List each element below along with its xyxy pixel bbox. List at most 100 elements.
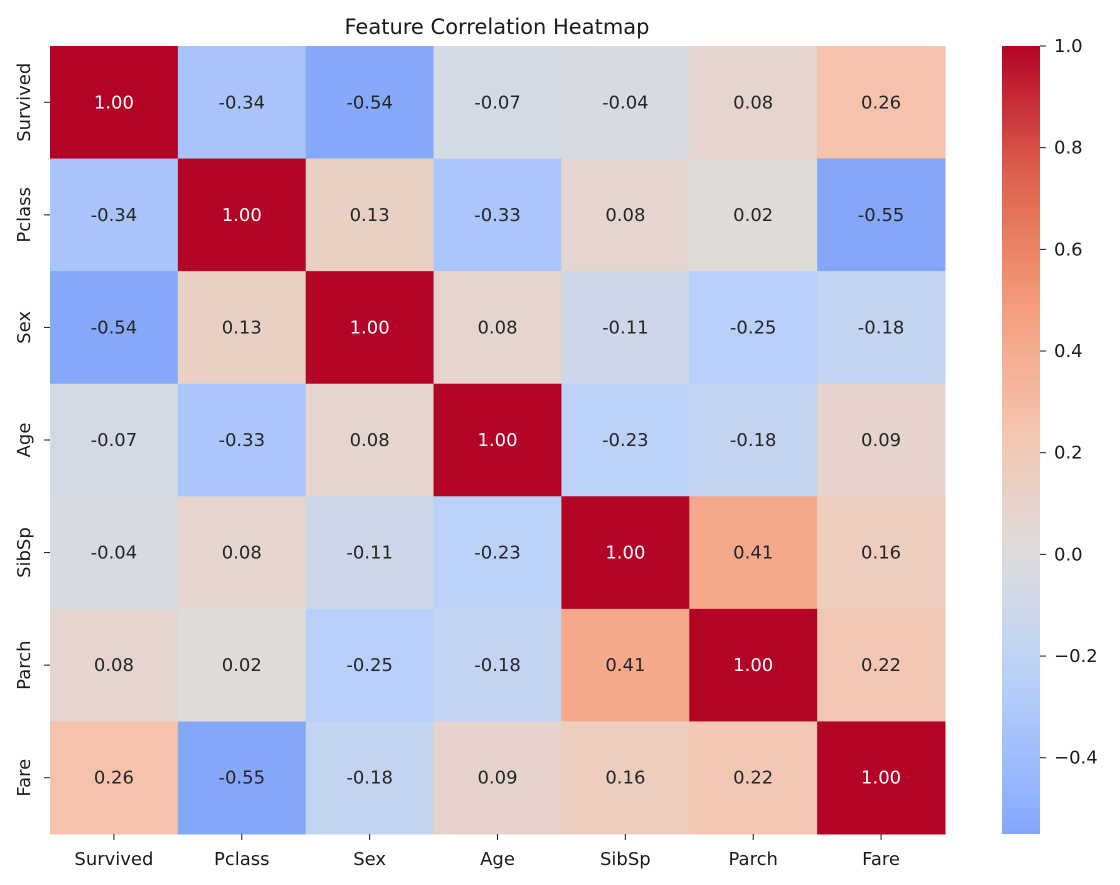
y-tick-label: SibSp	[14, 527, 35, 578]
heatmap-cell	[561, 608, 690, 722]
cell-value-label: -0.07	[474, 92, 521, 113]
cell-value-label: -0.54	[346, 92, 393, 113]
cell-value-label: -0.18	[346, 768, 393, 789]
cell-value-label: -0.25	[346, 655, 393, 676]
cell-value-label: 0.09	[477, 768, 517, 789]
cell-value-label: 0.08	[222, 543, 262, 564]
cell-value-label: -0.23	[474, 543, 521, 564]
cell-value-label: -0.11	[602, 317, 649, 338]
cell-value-label: 0.13	[350, 205, 390, 226]
cell-value-label: 1.00	[733, 655, 773, 676]
x-tick-label: Age	[480, 849, 515, 870]
cell-value-label: -0.18	[730, 430, 777, 451]
heatmap-cell	[177, 158, 307, 272]
cell-value-label: 0.08	[350, 430, 390, 451]
cell-value-label: 0.13	[222, 317, 262, 338]
cell-value-label: -0.55	[218, 768, 265, 789]
colorbar-tick-label: 0.0	[1054, 544, 1083, 565]
y-tick-label: Parch	[14, 640, 35, 689]
heatmap-cell	[817, 271, 946, 385]
cell-value-label: 0.26	[861, 92, 901, 113]
heatmap-cell-labels: 1.00 -0.34 -0.54 -0.07 -0.04 0.08 0.26 -0.34 1.0…	[91, 92, 905, 788]
cell-value-label: 1.00	[861, 768, 901, 789]
x-tick-label: Fare	[862, 849, 900, 870]
colorbar-tick-label: −0.4	[1054, 748, 1098, 769]
cell-value-label: -0.18	[474, 655, 521, 676]
cell-value-label: -0.07	[91, 430, 138, 451]
heatmap-cell	[305, 158, 435, 272]
heatmap-cell	[433, 496, 562, 610]
cell-value-label: 0.16	[605, 768, 645, 789]
colorbar-tick-label: 1.0	[1054, 36, 1083, 57]
heatmap-cell	[817, 496, 946, 610]
cell-value-label: 0.09	[861, 430, 901, 451]
heatmap-cell	[817, 46, 946, 160]
colorbar-tick-label: 0.8	[1054, 138, 1083, 159]
cell-value-label: 0.26	[94, 768, 134, 789]
heatmap-cell	[50, 271, 179, 385]
heatmap-cell	[50, 721, 179, 835]
cell-value-label: -0.34	[218, 92, 265, 113]
x-tick-label: SibSp	[600, 849, 651, 870]
heatmap-cell	[561, 496, 690, 610]
cell-value-label: 1.00	[605, 543, 645, 564]
heatmap-cell	[817, 383, 946, 497]
heatmap-cell	[433, 721, 562, 835]
heatmap-cell	[689, 383, 818, 497]
heatmap-cell	[177, 721, 307, 835]
x-tick-label: Parch	[729, 849, 778, 870]
x-axis: Survived Pclass Sex Age SibSp Parch Fare	[74, 834, 900, 870]
y-tick-label: Survived	[14, 63, 35, 142]
colorbar-ticks: −0.4 −0.2 0.0 0.2 0.4 0.6 0.8 1.0	[1040, 36, 1098, 769]
heatmap-cell	[177, 271, 307, 385]
heatmap-cell	[561, 158, 690, 272]
heatmap-cell	[689, 496, 818, 610]
y-tick-label: Age	[14, 423, 35, 458]
cell-value-label: 0.16	[861, 543, 901, 564]
heatmap-cell	[561, 271, 690, 385]
heatmap-cell	[305, 721, 435, 835]
heatmap-cell	[305, 608, 435, 722]
heatmap-cell	[689, 271, 818, 385]
heatmap-cell	[817, 608, 946, 722]
y-tick-label: Fare	[14, 759, 35, 797]
x-tick-label: Pclass	[214, 849, 270, 870]
heatmap-cell	[50, 158, 179, 272]
heatmap-cell	[305, 496, 435, 610]
cell-value-label: -0.33	[218, 430, 265, 451]
heatmap-cell	[433, 271, 562, 385]
cell-value-label: -0.25	[730, 317, 777, 338]
cell-value-label: -0.54	[91, 317, 138, 338]
heatmap-cell	[817, 158, 946, 272]
cell-value-label: 1.00	[222, 205, 262, 226]
y-tick-label: Sex	[14, 311, 35, 344]
cell-value-label: 0.41	[733, 543, 773, 564]
heatmap-cell	[433, 158, 562, 272]
cell-value-label: -0.34	[91, 205, 138, 226]
heatmap-cell	[689, 158, 818, 272]
cell-value-label: -0.11	[346, 543, 393, 564]
heatmap-cell	[177, 383, 307, 497]
heatmap-cell	[689, 46, 818, 160]
heatmap-cell	[817, 721, 946, 835]
heatmap-cell	[433, 608, 562, 722]
cell-value-label: 0.08	[94, 655, 134, 676]
heatmap-cell	[689, 721, 818, 835]
cell-value-label: 1.00	[94, 92, 134, 113]
heatmap-cell	[561, 46, 690, 160]
cell-value-label: 0.08	[733, 92, 773, 113]
cell-value-label: 0.22	[733, 768, 773, 789]
colorbar-gradient	[1002, 46, 1040, 834]
colorbar	[1002, 46, 1040, 834]
heatmap-cell	[50, 46, 179, 160]
colorbar-tick-label: 0.6	[1054, 239, 1083, 260]
heatmap-cell	[433, 383, 562, 497]
cell-value-label: 0.22	[861, 655, 901, 676]
cell-value-label: 0.41	[605, 655, 645, 676]
y-axis: Survived Pclass Sex Age SibSp Parch Fare	[14, 63, 50, 797]
heatmap-cell	[305, 383, 435, 497]
cell-value-label: -0.04	[91, 543, 138, 564]
x-tick-label: Survived	[74, 849, 153, 870]
cell-value-label: 0.08	[605, 205, 645, 226]
cell-value-label: -0.55	[858, 205, 905, 226]
